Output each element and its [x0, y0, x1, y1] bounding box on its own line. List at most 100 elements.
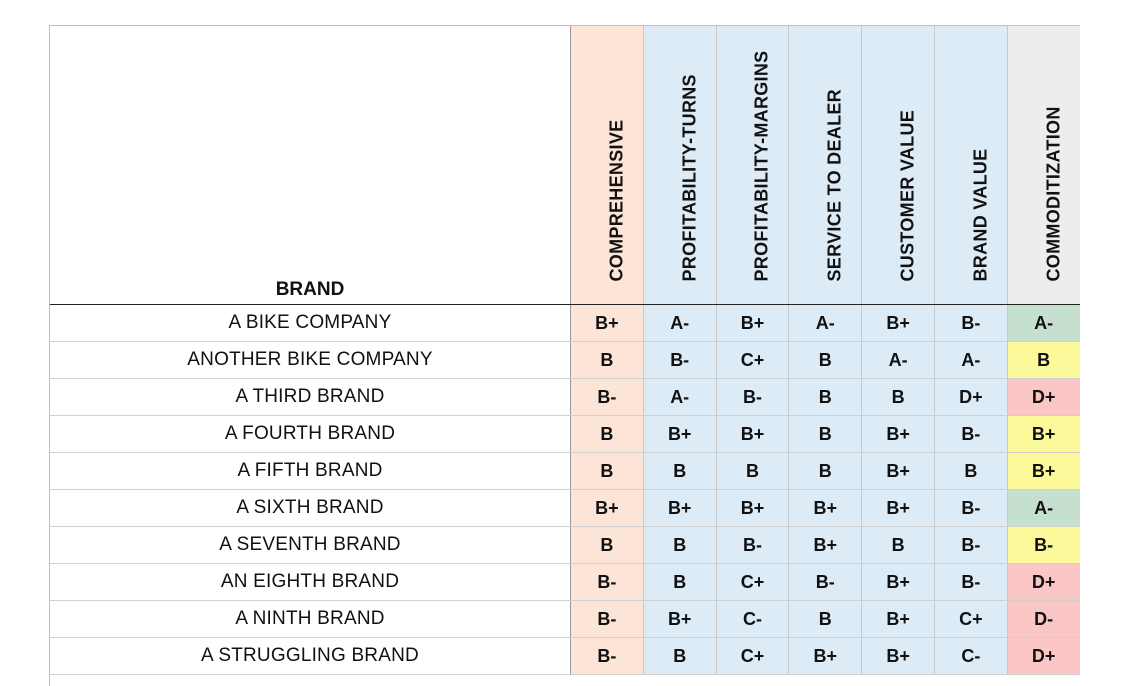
grade-cell[interactable]: A- — [1006, 490, 1080, 526]
table-body: A BIKE COMPANY B+ A- B+ A- B+ B- A- ANOTHER BIKE… — [50, 305, 1080, 675]
column-header-profitability-margins[interactable]: PROFITABILITY-MARGINS — [715, 26, 789, 304]
grade-cell[interactable]: B+ — [788, 527, 862, 563]
grade-cell[interactable]: B+ — [788, 490, 862, 526]
grade-cell[interactable]: B+ — [1006, 416, 1080, 452]
column-header-comprehensive[interactable]: COMPREHENSIVE — [570, 26, 643, 304]
grade-cell[interactable]: B+ — [715, 305, 789, 341]
brand-column-header[interactable]: BRAND — [275, 279, 345, 300]
column-header-service-to-dealer[interactable]: SERVICE TO DEALER — [788, 26, 862, 304]
brand-cell[interactable]: AN EIGHTH BRAND — [220, 571, 400, 592]
grade-cell[interactable]: A- — [861, 342, 934, 378]
brand-cell[interactable]: ANOTHER BIKE COMPANY — [187, 349, 433, 370]
grade-cell[interactable]: A- — [642, 379, 716, 415]
grade-cell[interactable]: B- — [570, 379, 643, 415]
grade-cell[interactable]: B+ — [861, 638, 934, 674]
grade-cell[interactable]: D+ — [933, 379, 1007, 415]
grade-cell[interactable]: B+ — [642, 416, 716, 452]
grade-cell[interactable]: B- — [933, 490, 1007, 526]
grade-cell[interactable]: C+ — [715, 342, 789, 378]
grade-cell[interactable]: B- — [570, 601, 643, 637]
grade-cell[interactable]: B — [788, 453, 862, 489]
grade-cell[interactable]: D+ — [1006, 638, 1080, 674]
grade-cell[interactable]: B+ — [570, 490, 643, 526]
grade-cell[interactable]: B- — [933, 305, 1007, 341]
table-row: ANOTHER BIKE COMPANY B B- C+ B A- A- B — [50, 342, 1080, 379]
grade-cell[interactable]: B- — [570, 638, 643, 674]
grade-cell[interactable]: B — [861, 527, 934, 563]
grade-cell[interactable]: B — [570, 342, 643, 378]
grade-cell[interactable]: B — [642, 564, 716, 600]
grade-cell[interactable]: B+ — [861, 453, 934, 489]
grade-cell[interactable]: A- — [1006, 305, 1080, 341]
grade-cell[interactable]: B- — [570, 564, 643, 600]
grade-cell[interactable]: D+ — [1006, 379, 1080, 415]
grade-cell[interactable]: B- — [1006, 527, 1080, 563]
grade-cell[interactable]: B+ — [715, 416, 789, 452]
grade-cell[interactable]: B — [715, 453, 789, 489]
grade-cell[interactable]: B- — [933, 416, 1007, 452]
column-header-profitability-turns[interactable]: PROFITABILITY-TURNS — [642, 26, 716, 304]
grade-cell[interactable]: B+ — [570, 305, 643, 341]
brand-cell[interactable]: A BIKE COMPANY — [228, 312, 392, 333]
grade-cell[interactable]: B- — [933, 564, 1007, 600]
column-header-label: COMPREHENSIVE — [606, 119, 627, 282]
grade-cell[interactable]: B — [570, 416, 643, 452]
grade-cell[interactable]: B — [933, 453, 1007, 489]
grade-cell[interactable]: B+ — [861, 601, 934, 637]
column-header-label: COMMODITIZATION — [1043, 106, 1064, 282]
grade-cell[interactable]: B- — [642, 342, 716, 378]
table-row: A THIRD BRAND B- A- B- B B D+ D+ — [50, 379, 1080, 416]
header-row: BRAND COMPREHENSIVE PROFITABILITY-TURNS PR… — [50, 26, 1080, 305]
grade-cell[interactable]: B — [642, 527, 716, 563]
grade-cell[interactable]: B — [788, 342, 862, 378]
grade-cell[interactable]: B — [861, 379, 934, 415]
grade-cell[interactable]: B — [642, 453, 716, 489]
table-row: A FIFTH BRAND B B B B B+ B B+ — [50, 453, 1080, 490]
brand-cell[interactable]: A FOURTH BRAND — [224, 423, 396, 444]
grade-cell[interactable]: D- — [1006, 601, 1080, 637]
grade-cell[interactable]: B — [788, 379, 862, 415]
grade-cell[interactable]: B — [570, 527, 643, 563]
grade-cell[interactable]: B- — [715, 527, 789, 563]
grade-cell[interactable]: B- — [788, 564, 862, 600]
grade-cell[interactable]: B+ — [788, 638, 862, 674]
grade-cell[interactable]: B — [1006, 342, 1080, 378]
grade-cell[interactable]: B+ — [642, 601, 716, 637]
brand-cell[interactable]: A SEVENTH BRAND — [219, 534, 401, 555]
grade-cell[interactable]: B — [788, 601, 862, 637]
grade-cell[interactable]: B+ — [715, 490, 789, 526]
grade-cell[interactable]: B- — [715, 379, 789, 415]
grade-cell[interactable]: B — [642, 638, 716, 674]
grade-cell[interactable]: B+ — [1006, 453, 1080, 489]
table-row: AN EIGHTH BRAND B- B C+ B- B+ B- D+ — [50, 564, 1080, 601]
grade-cell[interactable]: B- — [933, 527, 1007, 563]
brand-cell[interactable]: A FIFTH BRAND — [237, 460, 383, 481]
grade-cell[interactable]: B — [788, 416, 862, 452]
column-header-label: SERVICE TO DEALER — [824, 89, 845, 282]
grade-cell[interactable]: A- — [933, 342, 1007, 378]
table-row: A SEVENTH BRAND B B B- B+ B B- B- — [50, 527, 1080, 564]
brand-cell[interactable]: A THIRD BRAND — [235, 386, 385, 407]
grade-cell[interactable]: C+ — [715, 638, 789, 674]
grade-cell[interactable]: C+ — [933, 601, 1007, 637]
grade-cell[interactable]: B+ — [861, 305, 934, 341]
grade-cell[interactable]: B+ — [642, 490, 716, 526]
grade-cell[interactable]: A- — [642, 305, 716, 341]
grade-cell[interactable]: C- — [715, 601, 789, 637]
grade-cell[interactable]: B+ — [861, 564, 934, 600]
grade-cell[interactable]: B — [570, 453, 643, 489]
brand-cell[interactable]: A SIXTH BRAND — [236, 497, 384, 518]
column-header-label: BRAND VALUE — [970, 148, 991, 282]
brand-cell[interactable]: A NINTH BRAND — [235, 608, 385, 629]
grade-cell[interactable]: C- — [933, 638, 1007, 674]
column-header-label: CUSTOMER VALUE — [897, 109, 918, 282]
column-header-brand-value[interactable]: BRAND VALUE — [933, 26, 1007, 304]
column-header-customer-value[interactable]: CUSTOMER VALUE — [861, 26, 934, 304]
grade-cell[interactable]: B+ — [861, 490, 934, 526]
grade-cell[interactable]: C+ — [715, 564, 789, 600]
grade-cell[interactable]: D+ — [1006, 564, 1080, 600]
grade-cell[interactable]: A- — [788, 305, 862, 341]
column-header-commoditization[interactable]: COMMODITIZATION — [1006, 26, 1080, 304]
brand-cell[interactable]: A STRUGGLING BRAND — [201, 645, 419, 666]
grade-cell[interactable]: B+ — [861, 416, 934, 452]
